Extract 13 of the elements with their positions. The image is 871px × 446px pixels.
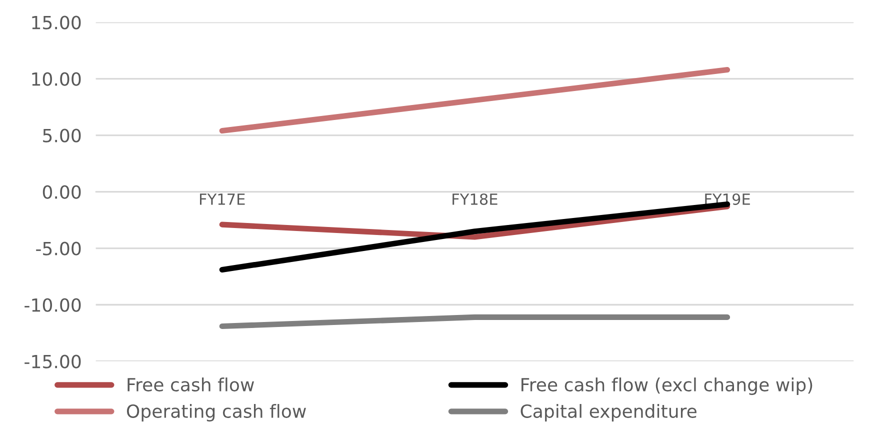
x-tick-label: FY17E — [200, 194, 245, 205]
y-tick-label: -5.00 — [36, 242, 81, 256]
y-tick-label: -15.00 — [24, 354, 81, 368]
y-tick-label: -10.00 — [24, 298, 81, 312]
y-tick-label: 10.00 — [32, 72, 81, 86]
y-tick-label: 0.00 — [42, 185, 81, 199]
legend-label: Free cash flow — [128, 378, 254, 392]
y-tick-label: 5.00 — [43, 128, 81, 142]
legend-label: Capital expenditure — [520, 404, 696, 422]
x-tick-label: FY18E — [452, 193, 498, 205]
y-tick-label: 15.00 — [32, 16, 81, 30]
legend-label: Operating cash flow — [126, 404, 306, 422]
legend-label: Free cash flow (excl change wip) — [522, 378, 812, 395]
